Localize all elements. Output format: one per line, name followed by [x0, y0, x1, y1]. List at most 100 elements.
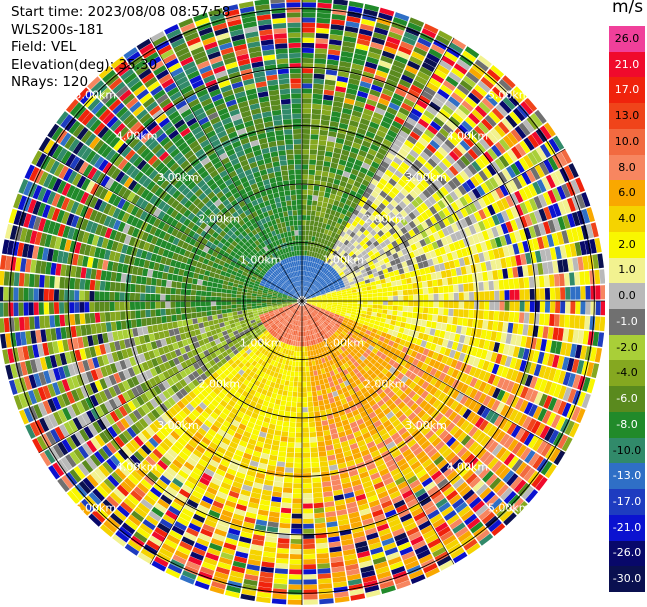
velocity-gate [395, 321, 401, 327]
velocity-gate [417, 307, 424, 314]
velocity-gate [332, 295, 338, 298]
velocity-gate [341, 266, 347, 272]
velocity-gate [463, 167, 474, 179]
velocity-gate [376, 129, 387, 139]
velocity-gate [306, 298, 312, 301]
velocity-gate [337, 294, 343, 298]
velocity-gate [316, 296, 322, 299]
velocity-gate [351, 308, 357, 313]
velocity-gate [405, 93, 418, 103]
velocity-gate [441, 339, 449, 348]
velocity-gate [274, 476, 284, 483]
velocity-gate [377, 301, 383, 305]
velocity-gate [322, 99, 333, 106]
velocity-gate [302, 447, 310, 453]
velocity-gate [348, 251, 355, 257]
velocity-gate [310, 278, 314, 283]
velocity-gate [318, 191, 325, 197]
velocity-gate [478, 369, 487, 381]
velocity-gate [436, 255, 444, 264]
velocity-gate [369, 236, 377, 244]
velocity-gate [373, 198, 382, 207]
velocity-gate [460, 373, 469, 383]
velocity-gate [343, 36, 357, 44]
velocity-gate [327, 265, 333, 271]
velocity-gate [423, 236, 432, 245]
velocity-gate [549, 301, 556, 313]
velocity-gate [557, 400, 567, 415]
velocity-gate [275, 563, 289, 569]
velocity-gate [483, 310, 489, 320]
velocity-gate [302, 113, 311, 119]
velocity-gate [485, 240, 493, 251]
velocity-gate [517, 347, 525, 359]
velocity-gate [448, 116, 461, 127]
velocity-gate [525, 252, 532, 265]
velocity-gate [404, 272, 411, 279]
velocity-gate [584, 315, 591, 330]
velocity-gate [287, 442, 295, 448]
velocity-gate [308, 406, 314, 413]
velocity-gate [557, 385, 567, 400]
velocity-gate [331, 111, 341, 118]
velocity-gate [334, 142, 344, 150]
velocity-gate [450, 201, 460, 212]
velocity-gate [325, 74, 337, 81]
velocity-gate [544, 141, 556, 156]
velocity-gate [306, 205, 312, 211]
velocity-gate [434, 92, 447, 104]
velocity-gate [381, 198, 390, 207]
velocity-gate [416, 232, 424, 241]
velocity-gate [271, 496, 282, 503]
velocity-gate [347, 194, 355, 202]
velocity-gate [432, 336, 439, 345]
velocity-gate [529, 251, 537, 264]
velocity-gate [302, 483, 312, 489]
velocity-gate [339, 263, 345, 269]
velocity-gate [567, 213, 576, 228]
velocity-gate [387, 286, 393, 292]
velocity-gate [343, 215, 350, 222]
velocity-gate [370, 41, 384, 51]
velocity-gate [451, 67, 465, 79]
velocity-gate [523, 277, 530, 289]
velocity-gate [386, 106, 398, 116]
velocity-gate [325, 235, 331, 241]
velocity-gate [348, 278, 354, 283]
velocity-gate [275, 399, 281, 405]
velocity-gate [281, 431, 289, 437]
velocity-gate [423, 57, 438, 68]
velocity-gate [309, 291, 315, 296]
velocity-gate [321, 304, 327, 307]
velocity-gate [442, 364, 450, 374]
velocity-gate [437, 278, 443, 286]
velocity-gate [310, 139, 319, 145]
velocity-gate [362, 307, 368, 311]
velocity-gate [318, 583, 333, 590]
velocity-gate [318, 286, 323, 290]
velocity-gate [368, 214, 376, 222]
velocity-gate [457, 275, 463, 284]
velocity-gate [302, 366, 306, 372]
velocity-gate [368, 243, 376, 251]
velocity-gate [365, 339, 372, 345]
velocity-gate [329, 167, 337, 174]
velocity-gate [348, 78, 360, 86]
velocity-gate [302, 184, 308, 190]
velocity-gate [279, 405, 286, 411]
velocity-gate [388, 324, 395, 331]
velocity-gate [356, 38, 371, 47]
velocity-gate [497, 121, 510, 135]
velocity-gate [409, 190, 418, 199]
velocity-gate [499, 235, 508, 247]
velocity-gate [460, 326, 467, 335]
velocity-gate [537, 408, 548, 422]
velocity-gate [430, 168, 441, 179]
velocity-gate [324, 434, 332, 441]
velocity-gate [413, 301, 419, 307]
velocity-gate [413, 46, 428, 57]
velocity-gate [312, 482, 322, 488]
velocity-gate [514, 217, 524, 230]
velocity-gate [292, 503, 302, 509]
velocity-gate [445, 76, 459, 88]
